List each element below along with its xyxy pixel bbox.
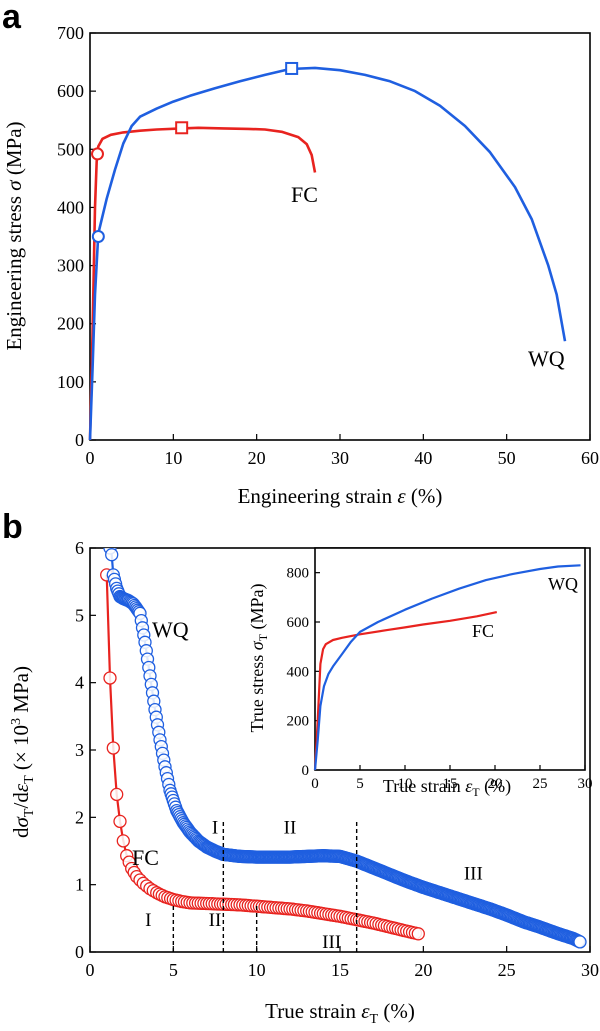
panel-b-axes: 0 5 10 15 20 25 30 0 1 2 3 4 5 6: [75, 538, 599, 980]
panel-b-wq-stage-label: III: [464, 863, 483, 884]
panel-b-fc-point: [411, 927, 425, 941]
panel-b-fc-label: FC: [132, 845, 159, 870]
panel-a-series: [88, 61, 567, 441]
panel-a-wq-curve: [88, 66, 567, 441]
panel-a-x-tick-label: 60: [581, 448, 599, 468]
panel-a-label: a: [2, 0, 22, 36]
inset-series: [313, 564, 581, 771]
panel-a-frame: [89, 32, 591, 441]
panel-a-x-tick-label: 30: [331, 448, 349, 468]
panel-b-y-tick-label: 6: [75, 538, 84, 558]
panel-b-fc-point: [116, 834, 130, 848]
panel-a-y-tick-label: 200: [57, 314, 84, 334]
inset-x-axis-title: True strain εT (%): [383, 776, 511, 799]
panel-a-y-tick-label: 400: [57, 197, 84, 217]
inset-y-tick-label: 0: [302, 763, 310, 779]
inset-y-tick-label: 600: [287, 615, 310, 631]
inset-x-tick-label: 0: [311, 776, 319, 792]
panel-b-x-tick-label: 25: [498, 960, 516, 980]
panel-b-x-tick-label: 30: [581, 960, 599, 980]
panel-a-fc-curve: [88, 126, 317, 441]
panel-a-fc-uts-marker: [175, 121, 189, 135]
inset-x-tick-label: 10: [398, 776, 413, 792]
panel-a-fc-yield-marker: [91, 147, 104, 161]
panel-b-wq-stage-label: II: [284, 818, 297, 839]
panel-b-wq-label: WQ: [152, 617, 189, 642]
panel-b-fc-point: [113, 814, 127, 829]
panel-b-x-tick-label: 10: [248, 960, 266, 980]
inset-background: [315, 548, 585, 770]
inset-y-tick-label: 200: [287, 714, 310, 730]
panel-a-x-tick-label: 50: [498, 448, 516, 468]
inset-fc-curve: [313, 611, 498, 771]
panel-a-x-tick-label: 20: [248, 448, 266, 468]
inset-x-tick-label: 15: [443, 776, 458, 792]
inset-y-tick-label: 400: [287, 664, 310, 680]
panel-b-inset: 0 5 10 15 20 25 30 0 200 400 600 800 True strain εT…: [247, 547, 593, 799]
panel-a-x-tick-label: 40: [414, 448, 432, 468]
panel-b-y-tick-label: 3: [75, 740, 84, 760]
inset-axes: 0 5 10 15 20 25 30 0 200 400 600 800: [287, 547, 593, 792]
panel-a-wq-uts-marker: [285, 61, 299, 75]
panel-b-y-tick-label: 2: [75, 807, 84, 827]
panel-a-x-tick-label: 10: [164, 448, 182, 468]
panel-b-fc-point: [103, 671, 117, 685]
inset-fc-label: FC: [472, 621, 494, 641]
panel-b-label: b: [2, 508, 23, 546]
panel-a-x-tick-label: 0: [86, 448, 95, 468]
panel-b-x-tick-label: 0: [86, 960, 95, 980]
panel-b-plot-area: [100, 548, 587, 949]
panel-b-x-tick-label: 5: [169, 960, 178, 980]
panel-b-fc-point: [110, 787, 124, 802]
panel-b-series: [100, 548, 587, 949]
inset-x-tick-label: 5: [356, 776, 364, 792]
panel-b-wq-point: [573, 935, 587, 949]
panel-b-fc-point: [106, 741, 120, 755]
inset-x-tick-label: 25: [533, 776, 548, 792]
panel-b-y-tick-label: 1: [75, 875, 84, 895]
panel-a-y-tick-label: 700: [57, 23, 84, 43]
panel-b-fc-stage-label: II: [209, 910, 222, 931]
panel-a-y-tick-label: 500: [57, 139, 84, 159]
panel-b-fc-stage-label: I: [145, 910, 151, 931]
panel-b-x-tick-label: 15: [331, 960, 349, 980]
inset-x-tick-label: 20: [488, 776, 503, 792]
panel-a-y-tick-label: 600: [57, 81, 84, 101]
panel-a-wq-yield-marker: [91, 230, 105, 243]
panel-b-wq-point: [105, 548, 119, 562]
panel-a-fc-label: FC: [291, 182, 318, 207]
panel-a-wq-label: WQ: [528, 346, 565, 371]
panel-b-wq-stage-label: I: [212, 818, 218, 839]
panel-b-x-tick-label: 20: [414, 960, 432, 980]
panel-a-y-axis-title: Engineering stress σ (MPa): [2, 121, 26, 350]
inset-x-tick-label: 30: [578, 776, 593, 792]
panel-b-y-tick-label: 4: [75, 673, 84, 693]
inset-wq-curve: [313, 564, 581, 771]
panel-a-y-tick-label: 0: [75, 430, 84, 450]
panel-b-y-tick-label: 5: [75, 605, 84, 625]
panel-b-y-tick-label: 0: [75, 942, 84, 962]
panel-b-y-axis-title: dσT/dεT (× 103 MPa): [9, 666, 37, 838]
panel-b-x-axis-title: True strain εT (%): [265, 999, 415, 1027]
panel-a-y-tick-label: 100: [57, 372, 84, 392]
inset-wq-label: WQ: [548, 574, 578, 594]
panel-a-x-axis-title: Engineering strain ε (%): [238, 484, 443, 508]
panel-a-y-tick-label: 300: [57, 256, 84, 276]
inset-y-tick-label: 800: [287, 566, 310, 582]
panel-b-fc-stage-label: III: [322, 932, 341, 953]
inset-y-axis-title: True stress σT (MPa): [247, 583, 270, 732]
